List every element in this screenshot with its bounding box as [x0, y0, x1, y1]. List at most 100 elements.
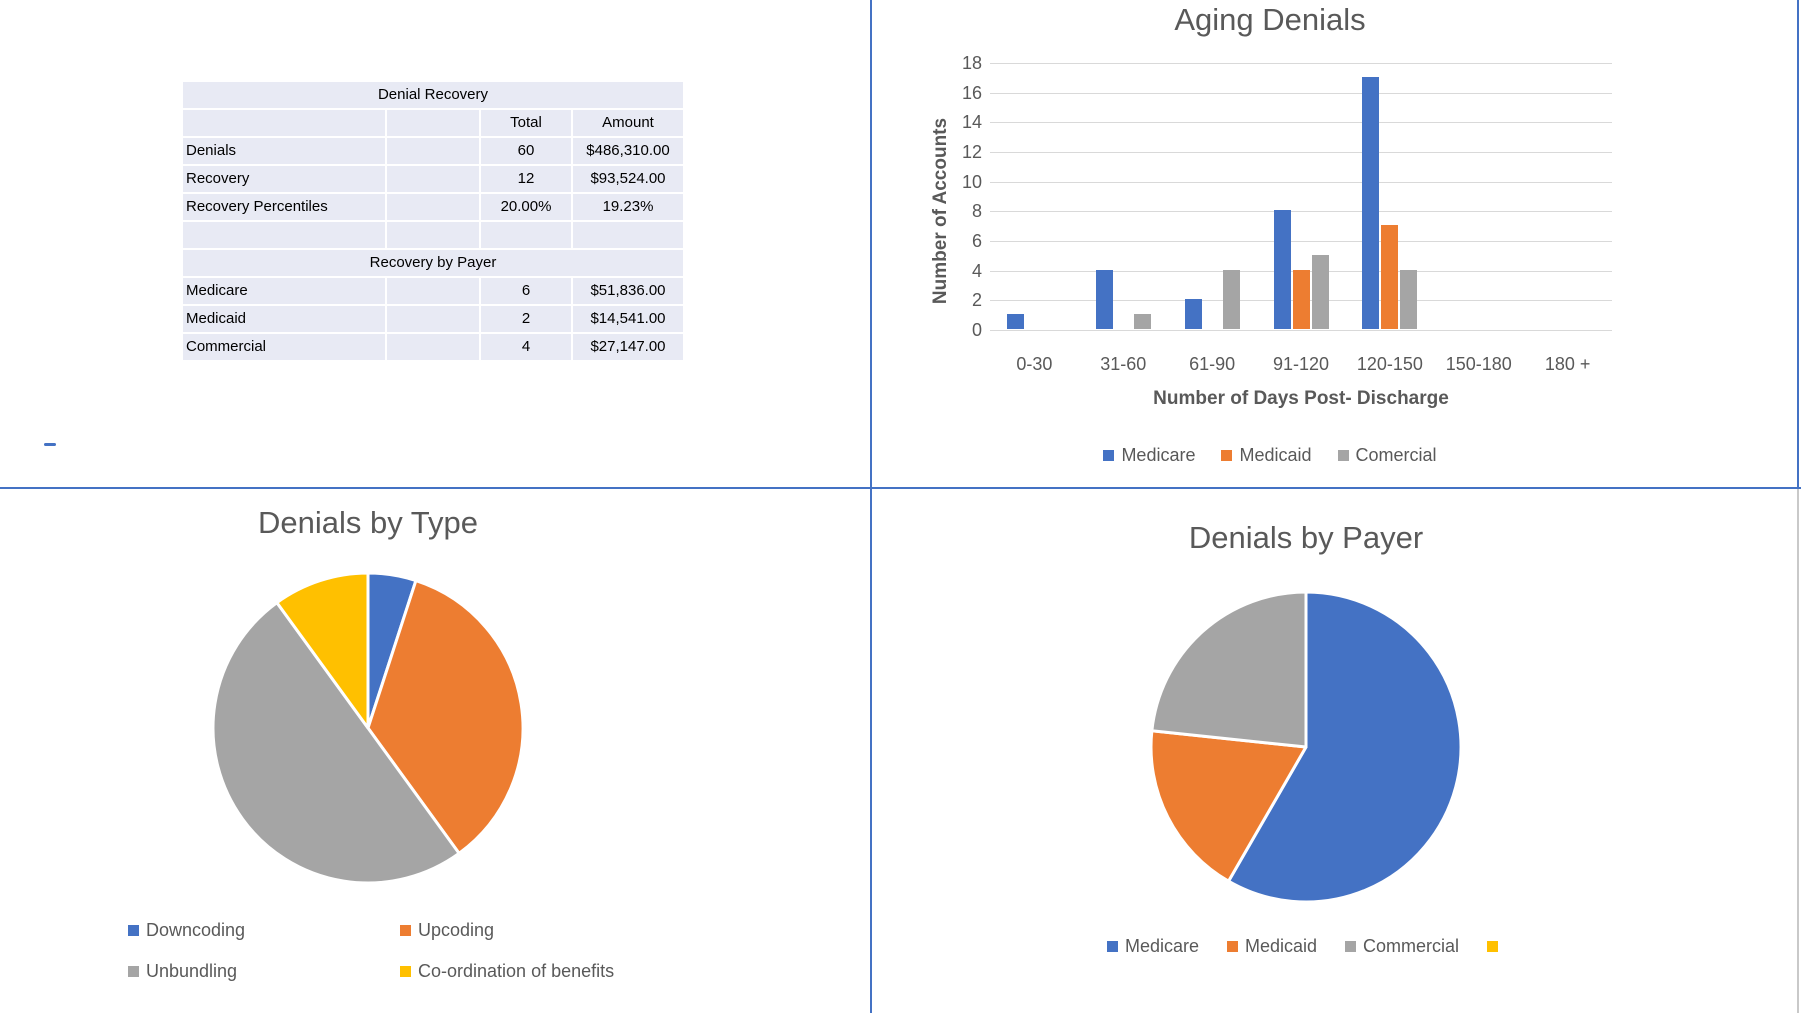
- table-cell[interactable]: 4: [481, 334, 571, 360]
- stray-selection-dash: [44, 443, 56, 446]
- aging-x-axis-title: Number of Days Post- Discharge: [1153, 388, 1449, 409]
- legend-item-medicare: Medicare: [1106, 936, 1199, 957]
- commercial-swatch-icon: [1345, 941, 1357, 952]
- horizontal-divider-line: [0, 487, 1801, 489]
- aging-denials-title: Aging Denials: [1174, 2, 1366, 37]
- medicaid-swatch-icon: [1221, 450, 1233, 461]
- legend-item-commercial: Commercial: [1345, 936, 1459, 957]
- right-edge-line-bottom: [1797, 489, 1799, 1013]
- legend-item-upcoding: Upcoding: [400, 920, 614, 941]
- table-cell[interactable]: $27,147.00: [573, 334, 683, 360]
- table-cell[interactable]: Medicare: [183, 278, 385, 304]
- table-cell[interactable]: 6: [481, 278, 571, 304]
- y-tick-label: 0: [971, 320, 982, 340]
- unbundling-swatch-icon: [128, 966, 139, 977]
- legend-item-comercial: Comercial: [1337, 445, 1437, 466]
- x-tick-label: 150-180: [1445, 354, 1512, 374]
- table-cell[interactable]: [387, 138, 479, 164]
- x-tick-label: 120-150: [1356, 354, 1423, 374]
- column-header-total[interactable]: Total: [481, 110, 571, 136]
- table-title[interactable]: Denial Recovery: [183, 82, 683, 108]
- legend-label: Medicare: [1124, 936, 1199, 956]
- table-cell[interactable]: 19.23%: [573, 194, 683, 220]
- y-tick-label: 10: [961, 171, 982, 192]
- table-cell[interactable]: [387, 110, 479, 136]
- denials-by-type-pie[interactable]: [210, 570, 526, 886]
- legend-label: Commercial: [1363, 936, 1460, 956]
- table-cell[interactable]: [387, 166, 479, 192]
- table-cell[interactable]: [573, 222, 683, 248]
- aging-x-axis-tick-labels: 0-30 31-60 61-90 91-120 120-150 150-180 180 +: [990, 354, 1612, 375]
- legend-item-medicaid: Medicaid: [1226, 936, 1318, 957]
- empty-yellow-swatch-icon: [1487, 941, 1499, 952]
- legend-label: Comercial: [1355, 445, 1437, 465]
- table-cell[interactable]: 20.00%: [481, 194, 571, 220]
- table-cell[interactable]: $486,310.00: [573, 138, 683, 164]
- table-cell[interactable]: 2: [481, 306, 571, 332]
- denials-by-payer-legend: Medicare Medicaid Commercial: [1006, 936, 1606, 957]
- aging-denials-bar-chart[interactable]: [990, 63, 1612, 331]
- bar-comercial-91-120: [1311, 254, 1329, 329]
- y-tick-label: 18: [961, 53, 982, 73]
- bar-medicaid-91-120: [1292, 269, 1310, 329]
- table-cell[interactable]: $14,541.00: [573, 306, 683, 332]
- slice-co-ordination-of-benefits: [275, 571, 370, 730]
- aging-legend: Medicare Medicaid Comercial: [940, 445, 1600, 466]
- gridline: [990, 92, 1612, 94]
- legend-item-medicaid: Medicaid: [1221, 445, 1312, 466]
- slice-medicaid: [1149, 729, 1308, 883]
- table-cell[interactable]: $51,836.00: [573, 278, 683, 304]
- x-tick-label: 180 +: [1544, 354, 1591, 374]
- y-tick-label: 2: [971, 290, 982, 311]
- gridline: [990, 211, 1612, 213]
- table-section-title[interactable]: Recovery by Payer: [183, 250, 683, 276]
- bar-comercial-120-150: [1400, 269, 1418, 329]
- legend-item-downcoding: Downcoding: [128, 920, 400, 941]
- gridline: [990, 63, 1612, 64]
- legend-label: Medicaid: [1244, 936, 1318, 956]
- table-cell[interactable]: [183, 110, 385, 136]
- downcoding-swatch-icon: [128, 925, 139, 936]
- legend-item-medicare: Medicare: [1103, 445, 1195, 466]
- slice-upcoding: [366, 579, 525, 855]
- denial-recovery-table[interactable]: Denial Recovery Total Amount Denials 60 …: [183, 82, 683, 360]
- table-cell[interactable]: [387, 278, 479, 304]
- legend-item-unbundling: Unbundling: [128, 961, 400, 982]
- y-tick-label: 14: [961, 112, 982, 133]
- table-cell[interactable]: [387, 334, 479, 360]
- gridline: [990, 122, 1612, 124]
- denials-by-payer-pie[interactable]: [1148, 589, 1464, 905]
- slice-medicare: [1227, 590, 1463, 904]
- table-cell[interactable]: Recovery: [183, 166, 385, 192]
- x-tick-label: 91-120: [1272, 354, 1330, 374]
- y-tick-label: 8: [971, 201, 982, 222]
- medicaid-swatch-icon: [1226, 941, 1238, 952]
- table-cell[interactable]: [481, 222, 571, 248]
- table-cell[interactable]: Denials: [183, 138, 385, 164]
- denials-by-type-legend: Downcoding Upcoding Unbundling Co-ordina…: [128, 920, 614, 982]
- gridline: [990, 330, 1612, 331]
- table-cell[interactable]: [183, 222, 385, 248]
- table-cell[interactable]: Recovery Percentiles: [183, 194, 385, 220]
- table-cell[interactable]: [387, 194, 479, 220]
- table-cell[interactable]: [387, 222, 479, 248]
- table-cell[interactable]: $93,524.00: [573, 166, 683, 192]
- legend-label: Co-ordination of benefits: [418, 961, 615, 981]
- bar-medicare-31-60: [1095, 269, 1113, 329]
- table-cell[interactable]: [387, 306, 479, 332]
- bar-medicaid-120-150: [1381, 225, 1399, 329]
- table-cell[interactable]: Commercial: [183, 334, 385, 360]
- y-tick-label: 4: [971, 260, 982, 281]
- y-tick-label: 16: [961, 82, 982, 103]
- x-tick-label: 31-60: [1100, 354, 1147, 374]
- bar-medicare-91-120: [1273, 210, 1291, 329]
- table-cell[interactable]: 60: [481, 138, 571, 164]
- x-tick-label: 61-90: [1189, 354, 1236, 374]
- column-header-amount[interactable]: Amount: [573, 110, 683, 136]
- table-cell[interactable]: Medicaid: [183, 306, 385, 332]
- gridline: [990, 181, 1612, 183]
- legend-label: Medicare: [1121, 445, 1196, 465]
- table-cell[interactable]: 12: [481, 166, 571, 192]
- bar-medicare-120-150: [1362, 76, 1380, 329]
- bar-medicare-61-90: [1184, 299, 1202, 329]
